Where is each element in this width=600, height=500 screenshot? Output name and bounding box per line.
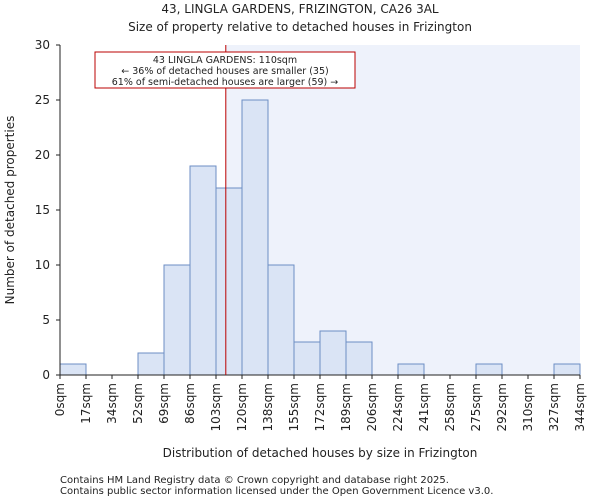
x-tick-label: 258sqm [443, 383, 457, 431]
x-ticks: 0sqm 17sqm 34sqm 52sqm 69sqm 86sqm 103sqm 120sq… [53, 375, 587, 431]
y-tick-label: 30 [35, 38, 50, 52]
x-tick-label: 155sqm [287, 383, 301, 431]
x-tick-label: 34sqm [105, 383, 119, 424]
bar [137, 352, 165, 376]
bar [293, 341, 321, 376]
x-tick-label: 172sqm [313, 383, 327, 431]
y-tick-label: 25 [35, 93, 50, 107]
y-tick-label: 20 [35, 148, 50, 162]
bar [319, 330, 347, 376]
bar [241, 99, 269, 376]
annotation-line-1: 43 LINGLA GARDENS: 110sqm [153, 55, 297, 66]
x-tick-label: 189sqm [339, 383, 353, 431]
bar [345, 341, 373, 376]
y-tick-label: 10 [35, 258, 50, 272]
x-tick-label: 0sqm [53, 383, 67, 416]
y-ticks: 0 5 10 15 20 25 30 [35, 38, 60, 382]
y-tick-label: 15 [35, 203, 50, 217]
bar [553, 363, 581, 376]
x-tick-label: 241sqm [417, 383, 431, 431]
bar [163, 264, 191, 376]
x-tick-label: 206sqm [365, 383, 379, 431]
x-tick-label: 344sqm [573, 383, 587, 431]
footer-line-1: Contains HM Land Registry data © Crown c… [60, 475, 449, 486]
x-tick-label: 17sqm [79, 383, 93, 424]
y-tick-label: 0 [42, 368, 50, 382]
x-tick-label: 224sqm [391, 383, 405, 431]
x-tick-label: 292sqm [495, 383, 509, 431]
x-tick-label: 275sqm [469, 383, 483, 431]
chart-title: 43, LINGLA GARDENS, FRIZINGTON, CA26 3AL [161, 2, 439, 16]
x-axis-label: Distribution of detached houses by size … [163, 446, 478, 460]
x-tick-label: 120sqm [235, 383, 249, 431]
bar [267, 264, 295, 376]
bars [59, 99, 581, 376]
x-tick-label: 69sqm [157, 383, 171, 424]
chart-subtitle: Size of property relative to detached ho… [128, 20, 472, 34]
annotation-line-3: 61% of semi-detached houses are larger (… [112, 77, 339, 88]
annotation-box [94, 51, 356, 89]
x-tick-label: 138sqm [261, 383, 275, 431]
x-tick-label: 327sqm [547, 383, 561, 431]
bar [215, 187, 243, 376]
y-tick-label: 5 [42, 313, 50, 327]
x-tick-label: 310sqm [521, 383, 535, 431]
marker-group: 43 LINGLA GARDENS: 110sqm← 36% of detach… [94, 45, 356, 375]
x-tick-label: 86sqm [183, 383, 197, 424]
x-tick-label: 103sqm [209, 383, 223, 431]
plot-background [60, 45, 580, 375]
bar [397, 363, 425, 376]
x-tick-label: 52sqm [131, 383, 145, 424]
footer-line-2: Contains public sector information licen… [60, 486, 493, 497]
bar [189, 165, 217, 376]
bar [475, 363, 503, 376]
y-axis-label: Number of detached properties [3, 116, 17, 305]
bar [59, 363, 87, 376]
annotation-line-2: ← 36% of detached houses are smaller (35… [121, 66, 328, 77]
